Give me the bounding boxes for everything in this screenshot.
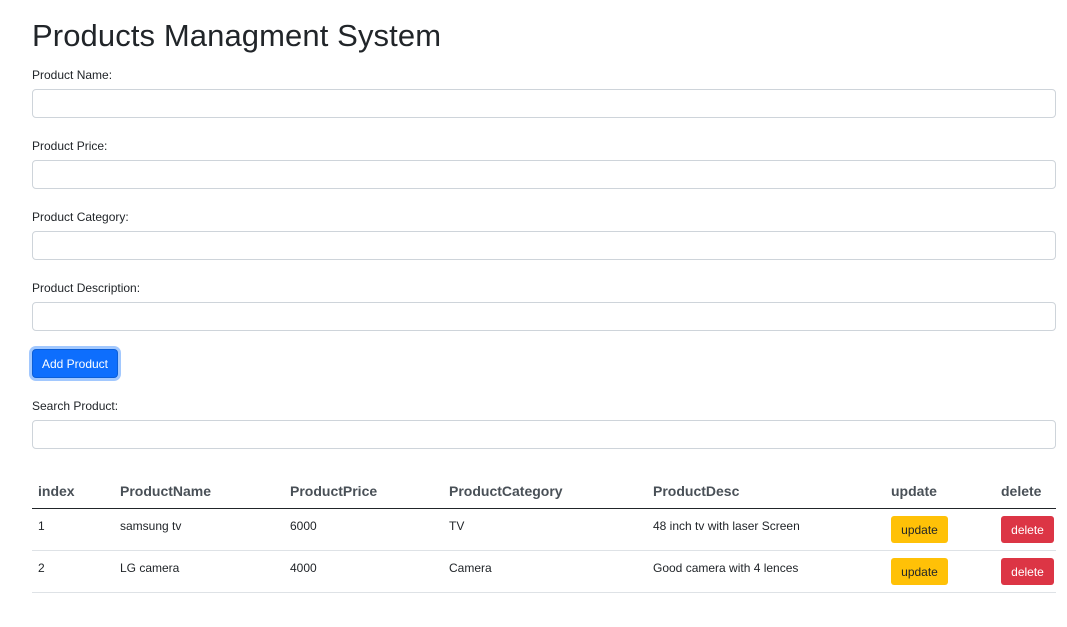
cell-product-name: samsung tv bbox=[114, 508, 284, 551]
update-button[interactable]: update bbox=[891, 558, 948, 585]
search-product-label: Search Product: bbox=[32, 399, 119, 413]
cell-product-category: Camera bbox=[443, 550, 647, 593]
table-row: 2 LG camera 4000 Camera Good camera with… bbox=[32, 550, 1056, 593]
cell-delete: delete bbox=[995, 508, 1056, 551]
cell-index: 1 bbox=[32, 508, 114, 551]
delete-button[interactable]: delete bbox=[1001, 558, 1054, 585]
header-product-price: ProductPrice bbox=[284, 473, 443, 509]
search-product-input[interactable] bbox=[32, 420, 1056, 449]
cell-product-name: LG camera bbox=[114, 550, 284, 593]
cell-product-category: TV bbox=[443, 508, 647, 551]
cell-product-price: 6000 bbox=[284, 508, 443, 551]
table-row: 1 samsung tv 6000 TV 48 inch tv with las… bbox=[32, 508, 1056, 551]
header-update: update bbox=[885, 473, 995, 509]
cell-update: update bbox=[885, 508, 995, 551]
header-product-name: ProductName bbox=[114, 473, 284, 509]
cell-delete: delete bbox=[995, 550, 1056, 593]
header-delete: delete bbox=[995, 473, 1056, 509]
update-button[interactable]: update bbox=[891, 516, 948, 543]
header-product-category: ProductCategory bbox=[443, 473, 647, 509]
page-title: Products Managment System bbox=[32, 18, 442, 53]
product-price-input[interactable] bbox=[32, 160, 1056, 189]
product-description-input[interactable] bbox=[32, 302, 1056, 331]
delete-button[interactable]: delete bbox=[1001, 516, 1054, 543]
cell-product-desc: 48 inch tv with laser Screen bbox=[647, 508, 885, 551]
table-header-row: index ProductName ProductPrice ProductCa… bbox=[32, 473, 1056, 509]
product-price-label: Product Price: bbox=[32, 139, 108, 153]
cell-index: 2 bbox=[32, 550, 114, 593]
header-index: index bbox=[32, 473, 114, 509]
add-product-button[interactable]: Add Product bbox=[32, 349, 118, 378]
cell-update: update bbox=[885, 550, 995, 593]
header-product-desc: ProductDesc bbox=[647, 473, 885, 509]
product-description-label: Product Description: bbox=[32, 281, 141, 295]
product-name-input[interactable] bbox=[32, 89, 1056, 118]
cell-product-desc: Good camera with 4 lences bbox=[647, 550, 885, 593]
products-table: index ProductName ProductPrice ProductCa… bbox=[32, 473, 1056, 593]
product-category-input[interactable] bbox=[32, 231, 1056, 260]
product-category-label: Product Category: bbox=[32, 210, 129, 224]
product-name-label: Product Name: bbox=[32, 68, 113, 82]
cell-product-price: 4000 bbox=[284, 550, 443, 593]
